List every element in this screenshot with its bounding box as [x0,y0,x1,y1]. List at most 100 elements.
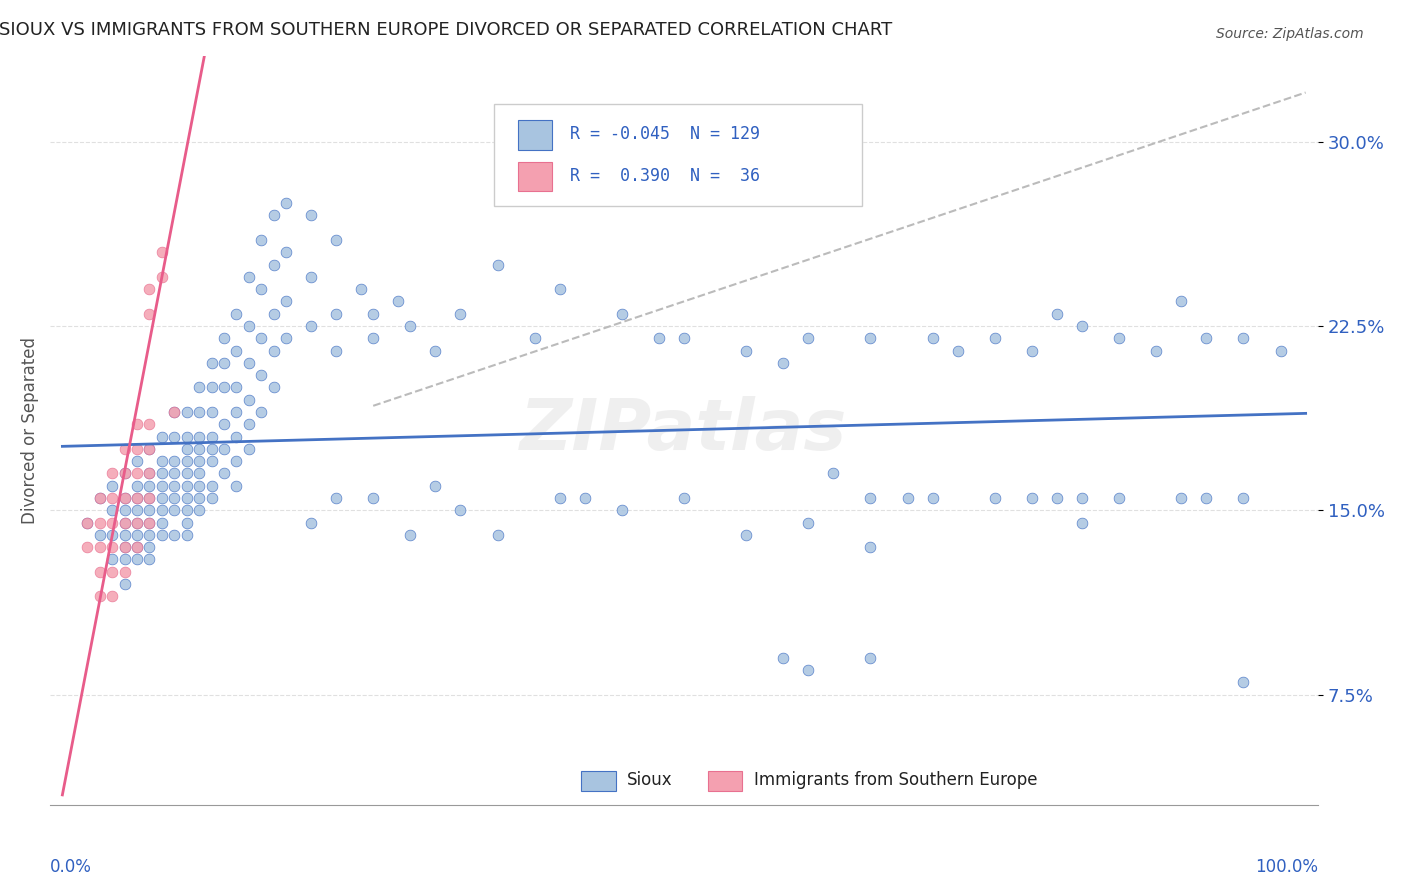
Point [735,343,758,358]
Point [1021,343,1043,358]
Point [125,528,148,542]
Point [188,380,211,394]
Point [212,442,235,456]
Point [176,429,198,443]
Point [859,331,882,345]
Point [823,467,845,481]
Point [984,491,1007,505]
Point [138,467,160,481]
Point [212,356,235,370]
Point [138,491,160,505]
Point [125,491,148,505]
Point [188,491,211,505]
Point [1232,331,1254,345]
Point [101,589,124,603]
FancyBboxPatch shape [709,771,742,791]
Point [114,540,136,554]
Point [200,429,222,443]
Point [797,331,820,345]
Point [238,442,260,456]
Point [138,417,160,432]
Point [238,318,260,333]
Point [138,552,160,566]
Point [523,331,546,345]
Point [114,467,136,481]
Point [76,516,98,530]
Point [125,454,148,468]
Point [150,245,173,260]
Point [1232,491,1254,505]
Point [138,528,160,542]
Point [361,331,384,345]
Point [89,491,111,505]
Point [114,577,136,591]
Point [1270,343,1292,358]
Point [150,528,173,542]
Point [387,294,409,309]
Point [114,491,136,505]
Point [225,405,247,419]
Point [1070,516,1092,530]
Point [188,467,211,481]
Point [188,405,211,419]
Point [1195,331,1218,345]
Point [238,417,260,432]
Point [125,503,148,517]
Point [163,478,186,492]
Point [125,552,148,566]
Point [225,307,247,321]
Point [1046,491,1069,505]
Point [238,356,260,370]
Point [138,478,160,492]
Point [548,491,571,505]
Point [114,467,136,481]
Point [1046,307,1069,321]
Point [125,442,148,456]
Point [1108,491,1130,505]
Text: 0.0%: 0.0% [51,857,91,876]
Point [276,331,298,345]
Point [101,552,124,566]
Point [125,478,148,492]
Point [200,405,222,419]
Point [163,503,186,517]
Point [101,565,124,579]
Point [859,650,882,665]
Point [188,429,211,443]
Point [449,307,471,321]
Point [200,380,222,394]
Point [200,442,222,456]
Point [114,552,136,566]
Point [225,454,247,468]
Text: 100.0%: 100.0% [1256,857,1317,876]
Point [449,503,471,517]
Point [797,516,820,530]
Point [200,478,222,492]
Point [101,491,124,505]
Point [188,503,211,517]
Point [1232,675,1254,690]
Point [138,491,160,505]
Point [325,343,347,358]
Point [1170,491,1192,505]
Point [114,516,136,530]
Point [263,307,285,321]
Point [946,343,969,358]
Point [114,503,136,517]
Point [486,528,509,542]
Point [325,307,347,321]
Point [299,516,322,530]
Point [263,258,285,272]
Point [89,540,111,554]
Point [250,331,273,345]
Point [212,417,235,432]
Point [225,380,247,394]
Point [263,380,285,394]
Point [150,491,173,505]
Point [89,516,111,530]
Point [163,405,186,419]
Text: R =  0.390  N =  36: R = 0.390 N = 36 [569,167,759,185]
Point [212,380,235,394]
Point [225,478,247,492]
Point [672,491,695,505]
